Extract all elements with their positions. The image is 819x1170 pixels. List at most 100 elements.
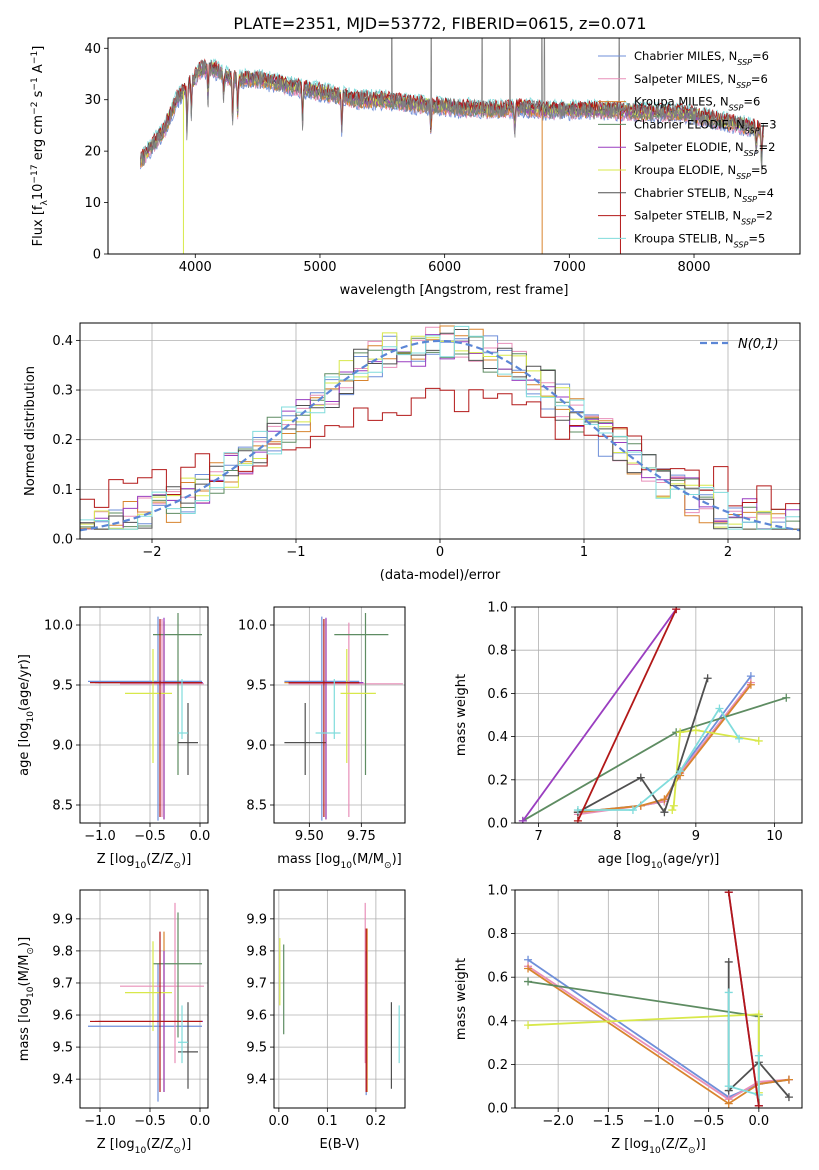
x-tick-label: 0 bbox=[436, 545, 444, 560]
weight-line bbox=[577, 684, 752, 814]
error-cross bbox=[178, 703, 198, 775]
x-axis-label: Z [log10(Z/Z⊙)] bbox=[611, 1137, 706, 1156]
axes-frame bbox=[79, 606, 209, 824]
y-tick-label: 30 bbox=[84, 93, 101, 108]
figure-title: PLATE=2351, MJD=53772, FIBERID=0615, z=0… bbox=[233, 14, 646, 33]
legend-label: Kroupa STELIB, NSSP=5 bbox=[634, 231, 765, 249]
error-cross bbox=[90, 931, 202, 1092]
weight-line bbox=[727, 892, 760, 1106]
weight-marker bbox=[746, 680, 755, 689]
y-tick-label: 9.5 bbox=[246, 679, 267, 694]
axes-frame bbox=[273, 889, 406, 1109]
weight-series bbox=[573, 674, 712, 817]
weight-marker bbox=[628, 806, 637, 815]
plot-mass-vs-Z: −1.0 −0.5 0.0 9.4 9.5 9.6 9.7 9.8 9.9 Z [log10(Z/… bbox=[17, 889, 210, 1156]
error-cross bbox=[90, 619, 202, 817]
weight-marker bbox=[660, 795, 669, 804]
x-tick-label: −1.0 bbox=[84, 1114, 116, 1129]
x-tick-label: 9.50 bbox=[295, 829, 324, 844]
weight-series bbox=[524, 1010, 763, 1097]
weight-marker bbox=[524, 964, 533, 973]
x-tick-label: 5000 bbox=[303, 260, 336, 275]
weight-marker bbox=[754, 1101, 763, 1108]
weight-marker bbox=[573, 816, 582, 823]
x-tick-label: 7000 bbox=[553, 260, 586, 275]
x-tick-label: 1 bbox=[580, 545, 588, 560]
weight-marker bbox=[784, 1093, 793, 1102]
weight-marker bbox=[754, 736, 763, 745]
error-cross bbox=[125, 941, 172, 1032]
plot-area bbox=[524, 890, 793, 1108]
axes: 4000 5000 6000 7000 8000 0 10 20 30 40 wavelength … bbox=[30, 37, 801, 298]
weight-series bbox=[573, 704, 744, 815]
error-cross bbox=[120, 619, 204, 817]
legend-label: N(0,1) bbox=[738, 337, 779, 352]
weight-line bbox=[522, 608, 677, 822]
axes: 7 8 9 10 0.0 0.2 0.4 0.6 0.8 1.0 age [log10(age/yr… bbox=[454, 601, 803, 871]
y-tick-label: 0.6 bbox=[487, 971, 508, 986]
y-axis-label: mass weight bbox=[454, 674, 469, 756]
error-cross bbox=[288, 619, 360, 817]
x-tick-label: 0.0 bbox=[190, 829, 211, 844]
weight-series bbox=[668, 726, 763, 815]
y-axis-label: mass [log10(M/M⊙)] bbox=[17, 937, 36, 1061]
legend-label: Salpeter ELODIE, NSSP=2 bbox=[634, 140, 775, 158]
y-tick-label: 40 bbox=[84, 42, 101, 57]
y-tick-label: 9.7 bbox=[52, 976, 73, 991]
x-tick-label: −2.0 bbox=[542, 1114, 574, 1129]
weight-marker bbox=[782, 693, 791, 702]
weight-line bbox=[577, 682, 752, 816]
y-tick-label: 9.0 bbox=[52, 739, 73, 754]
gridlines bbox=[274, 890, 405, 1108]
y-tick-label: 9.8 bbox=[246, 944, 267, 959]
weight-line bbox=[577, 608, 678, 822]
y-tick-label: 0.4 bbox=[487, 730, 508, 745]
x-tick-label: 7 bbox=[534, 829, 542, 844]
error-cross bbox=[315, 679, 341, 739]
error-cross bbox=[98, 931, 203, 1092]
gridlines bbox=[274, 607, 405, 823]
weight-series bbox=[518, 693, 791, 823]
weight-marker bbox=[669, 801, 678, 810]
y-tick-label: 9.9 bbox=[246, 912, 267, 927]
y-tick-label: 9.6 bbox=[52, 1009, 73, 1024]
weight-marker bbox=[724, 1082, 733, 1091]
x-tick-label: 8 bbox=[613, 829, 621, 844]
y-tick-label: 0.0 bbox=[487, 1102, 508, 1117]
weight-marker bbox=[715, 704, 724, 713]
weight-line bbox=[577, 675, 752, 814]
y-tick-label: 9.7 bbox=[246, 976, 267, 991]
axes: −2.0 −1.5 −1.0 −0.5 0.0 0.0 0.2 0.4 0.6 0.8 1.0 Z [… bbox=[454, 884, 803, 1156]
x-tick-label: −1 bbox=[286, 545, 305, 560]
error-cross bbox=[153, 613, 202, 775]
weight-marker bbox=[676, 728, 685, 737]
weight-marker bbox=[573, 806, 582, 815]
weight-marker bbox=[672, 607, 681, 614]
y-tick-label: 0.2 bbox=[487, 773, 508, 788]
spectrum-legend: Chabrier MILES, NSSP=6 Salpeter MILES, NS… bbox=[598, 49, 777, 249]
x-tick-label: 10 bbox=[766, 829, 783, 844]
axes-frame bbox=[514, 606, 803, 824]
x-tick-label: −1.0 bbox=[643, 1114, 675, 1129]
y-tick-label: 0.4 bbox=[52, 334, 73, 349]
plot-area bbox=[518, 607, 791, 823]
weight-marker bbox=[754, 1010, 763, 1019]
weight-marker bbox=[660, 808, 669, 817]
histogram-step-line bbox=[80, 387, 800, 539]
legend-label: Kroupa MILES, NSSP=6 bbox=[634, 95, 760, 113]
error-cross bbox=[284, 616, 360, 821]
error-cross bbox=[125, 649, 172, 763]
x-axis-label: Z [log10(Z/Z⊙)] bbox=[97, 852, 192, 871]
x-tick-label: −2 bbox=[142, 545, 161, 560]
y-tick-label: 0.6 bbox=[487, 687, 508, 702]
weight-marker bbox=[676, 767, 685, 776]
weight-series bbox=[724, 890, 763, 1108]
error-cross bbox=[88, 616, 202, 821]
plot-mass-vs-EBV: 0.0 0.1 0.2 9.4 9.5 9.6 9.7 9.8 9.9 E(B-V) bbox=[246, 889, 406, 1152]
weight-marker bbox=[724, 988, 733, 997]
normal-curve bbox=[80, 339, 800, 532]
x-tick-label: 0.0 bbox=[749, 1114, 770, 1129]
weight-marker bbox=[724, 890, 733, 897]
plot-residual-histogram: −2 −1 0 1 2 0.0 0.1 0.2 0.3 0.4 (data-model)/error… bbox=[23, 322, 801, 583]
weight-marker bbox=[703, 674, 712, 683]
